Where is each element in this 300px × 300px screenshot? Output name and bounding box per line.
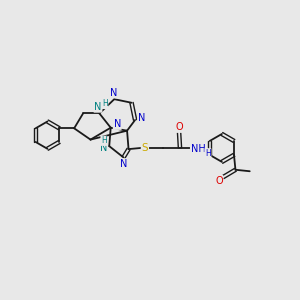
Text: O: O <box>215 176 223 186</box>
Text: N: N <box>120 159 127 169</box>
Text: H: H <box>102 99 108 108</box>
Text: NH: NH <box>191 144 206 154</box>
Text: N: N <box>110 88 117 98</box>
Text: O: O <box>175 122 183 132</box>
Text: H: H <box>205 149 211 158</box>
Text: N: N <box>138 112 145 123</box>
Text: H: H <box>101 136 107 145</box>
Text: N: N <box>114 119 121 129</box>
Text: S: S <box>142 143 148 153</box>
Text: N: N <box>94 102 102 112</box>
Text: N: N <box>100 142 107 153</box>
